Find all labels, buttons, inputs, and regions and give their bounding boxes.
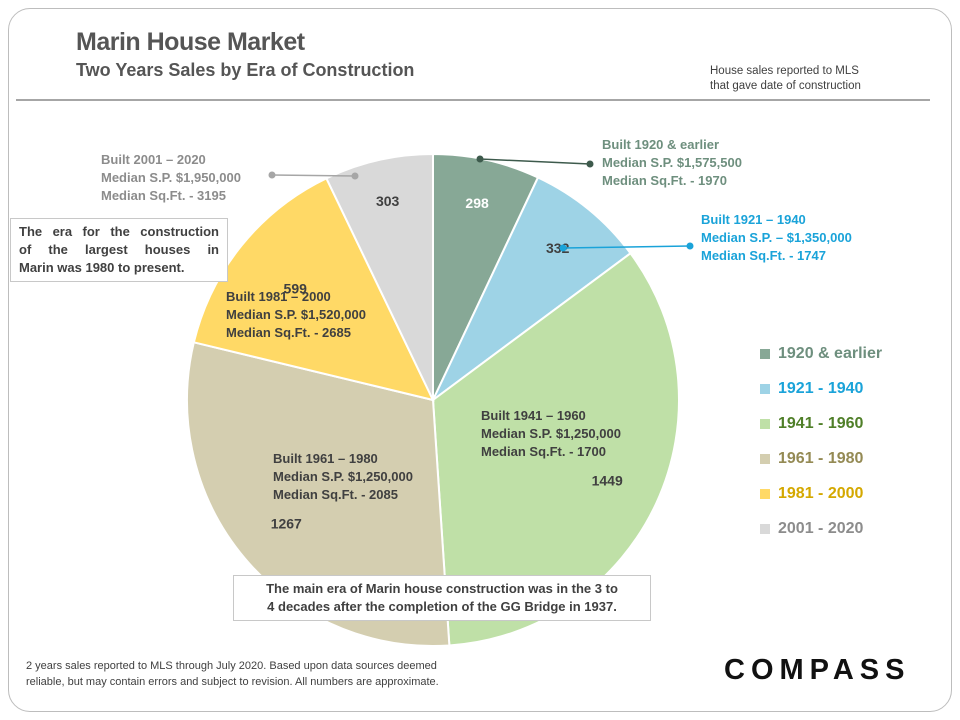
annotation-line: Built 1961 – 1980 (273, 451, 378, 466)
callout-line: 4 decades after the completion of the GG… (267, 599, 617, 614)
callout-line: The era for the construction (19, 224, 219, 239)
leader-line-1921-1940 (562, 245, 691, 249)
pie-slice-1981-2000 (192, 176, 435, 402)
chart-legend: 1920 & earlier 1921 - 1940 1941 - 1960 1961… (760, 336, 882, 546)
annotation-line: Median S.P. – $1,350,000 (701, 230, 852, 245)
chart-subtitle: Two Years Sales by Era of Construction (76, 60, 415, 80)
annotation-1921-1940: Built 1921 – 1940 Median S.P. – $1,350,0… (701, 211, 852, 265)
disclaimer-line: 2 years sales reported to MLS through Ju… (26, 660, 437, 672)
legend-item: 1921 - 1940 (760, 371, 882, 406)
legend-label: 1941 - 1960 (778, 414, 864, 432)
legend-swatch (760, 453, 770, 464)
legend-item: 2001 - 2020 (760, 511, 882, 546)
annotation-line: Median Sq.Ft. - 1747 (701, 248, 826, 263)
legend-swatch (760, 383, 770, 394)
slice-value-label: 1267 (271, 516, 302, 532)
annotation-line: Built 1921 – 1940 (701, 212, 806, 227)
annotation-1981-2000: Built 1981 – 2000 Median S.P. $1,520,000… (226, 288, 366, 342)
leader-line-dot (586, 160, 594, 168)
pie-slice-2001-2020 (325, 152, 434, 401)
callout-line: Marin was 1980 to present. (19, 260, 185, 275)
data-source-note: House sales reported to MLS that gave da… (710, 64, 861, 94)
leader-line-1920-earlier (479, 158, 591, 165)
callout-main-era: The main era of Marin house construction… (233, 575, 651, 621)
legend-swatch (760, 523, 770, 534)
legend-item: 1961 - 1980 (760, 441, 882, 476)
annotation-line: Built 1941 – 1960 (481, 408, 586, 423)
legend-label: 1921 - 1940 (778, 379, 864, 397)
leader-line-2001-2020 (271, 174, 356, 177)
header-divider (16, 99, 930, 101)
annotation-line: Built 1920 & earlier (602, 137, 720, 152)
leader-line-dot (559, 244, 567, 252)
data-source-note-line: that gave date of construction (710, 80, 861, 92)
slice-value-label: 298 (465, 195, 489, 211)
legend-label: 2001 - 2020 (778, 519, 864, 537)
slice-value-label: 303 (376, 193, 400, 209)
annotation-line: Built 1981 – 2000 (226, 289, 331, 304)
legend-label: 1920 & earlier (778, 344, 883, 362)
annotation-line: Median S.P. $1,250,000 (273, 469, 413, 484)
legend-swatch (760, 418, 770, 429)
legend-label: 1961 - 1980 (778, 449, 864, 467)
leader-line-dot (476, 155, 484, 163)
annotation-2001-2020: Built 2001 – 2020 Median S.P. $1,950,000… (101, 151, 241, 205)
annotation-line: Median Sq.Ft. - 1970 (602, 173, 727, 188)
disclaimer-line: reliable, but may contain errors and sub… (26, 676, 439, 688)
callout-largest-houses: The era for the construction of the larg… (10, 218, 228, 282)
annotation-line: Median S.P. $1,250,000 (481, 426, 621, 441)
chart-title: Marin House Market (76, 28, 305, 56)
data-source-note-line: House sales reported to MLS (710, 65, 859, 77)
slice-value-label: 332 (546, 240, 570, 256)
annotation-line: Median S.P. $1,520,000 (226, 307, 366, 322)
legend-swatch (760, 348, 770, 359)
callout-line: The main era of Marin house construction… (266, 581, 618, 596)
slice-value-label: 1449 (592, 472, 623, 488)
annotation-line: Median Sq.Ft. - 2085 (273, 487, 398, 502)
legend-item: 1981 - 2000 (760, 476, 882, 511)
legend-swatch (760, 488, 770, 499)
leader-line-dot (686, 242, 694, 250)
legend-item: 1941 - 1960 (760, 406, 882, 441)
pie-slice-1961-1980 (186, 341, 451, 647)
leader-line-dot (268, 171, 276, 179)
pie-slice-1941-1960 (431, 251, 680, 647)
slice-value-label: 599 (284, 281, 308, 297)
disclaimer: 2 years sales reported to MLS through Ju… (26, 658, 546, 690)
annotation-1941-1960: Built 1941 – 1960 Median S.P. $1,250,000… (481, 407, 621, 461)
pie-slice-1921-1940 (432, 176, 632, 401)
callout-line: of the largest houses in (19, 242, 219, 257)
annotation-1961-1980: Built 1961 – 1980 Median S.P. $1,250,000… (273, 450, 413, 504)
annotation-1920-earlier: Built 1920 & earlier Median S.P. $1,575,… (602, 136, 742, 190)
annotation-line: Median Sq.Ft. - 2685 (226, 325, 351, 340)
legend-label: 1981 - 2000 (778, 484, 864, 502)
annotation-line: Median Sq.Ft. - 3195 (101, 188, 226, 203)
annotation-line: Median S.P. $1,575,500 (602, 155, 742, 170)
annotation-line: Median S.P. $1,950,000 (101, 170, 241, 185)
annotation-line: Median Sq.Ft. - 1700 (481, 444, 606, 459)
compass-logo: COMPASS (724, 654, 911, 686)
leader-line-dot (351, 172, 359, 180)
legend-item: 1920 & earlier (760, 336, 882, 371)
annotation-line: Built 2001 – 2020 (101, 152, 206, 167)
